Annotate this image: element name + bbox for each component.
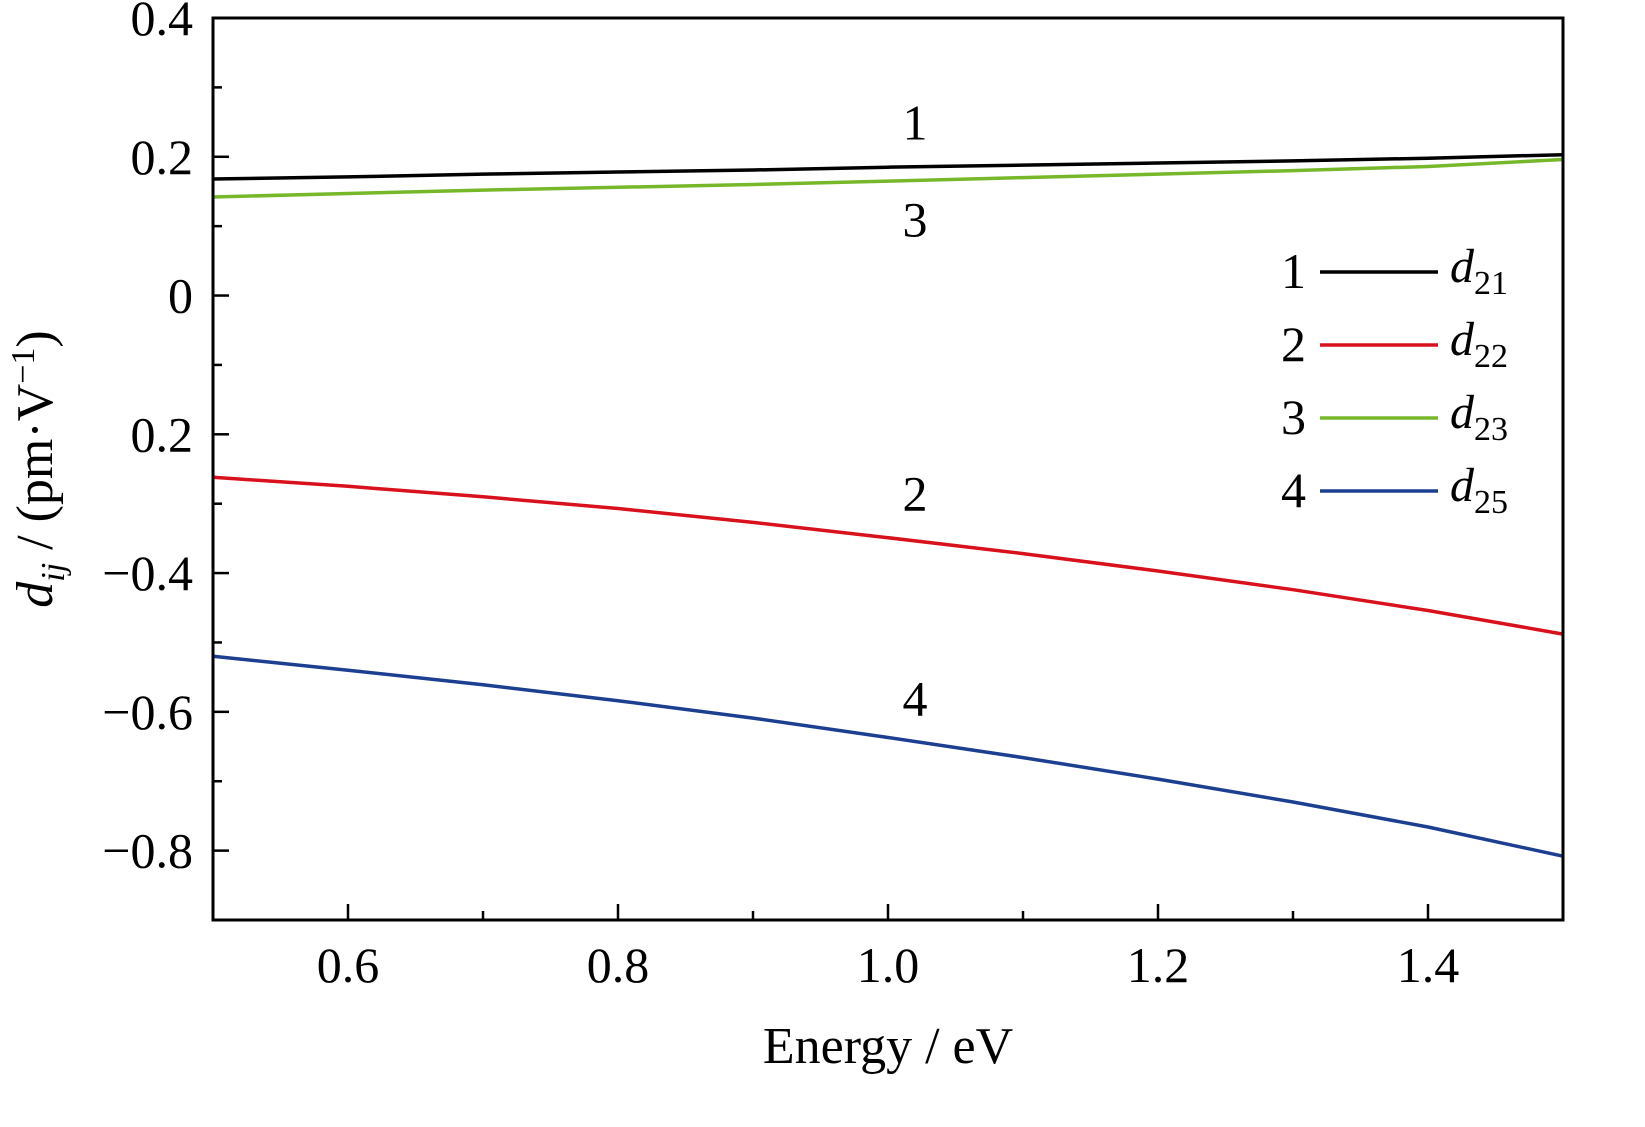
series-line-2 (212, 475, 1564, 636)
legend-subscript-2: 22 (1474, 338, 1508, 375)
x-tick-label: 0.6 (317, 937, 380, 993)
y-tick-label: −0.4 (102, 545, 193, 601)
y-tick-label: −0.6 (102, 684, 193, 740)
y-axis-title-unit-end: ) (7, 330, 64, 347)
legend-number-3: 3 (1281, 389, 1306, 445)
curve-label-4: 4 (903, 670, 928, 726)
legend-subscript-4: 25 (1474, 484, 1508, 521)
axis-tick-labels: 0.6 0.8 1.0 1.2 1.4 0.4 0.2 0 0.2 −0.4 −0.6 −0.8 (102, 0, 1459, 993)
legend-number-4: 4 (1281, 462, 1306, 518)
y-axis-title-var: d (7, 581, 64, 608)
axis-ticks (213, 86, 1430, 922)
y-tick-label: −0.8 (102, 823, 193, 879)
series-line-1 (212, 152, 1564, 181)
legend-subscript-1: 21 (1474, 265, 1508, 302)
y-tick-label: 0.4 (131, 0, 194, 46)
y-axis-title-sub: ij (35, 563, 72, 582)
x-tick-label: 1.2 (1127, 937, 1190, 993)
series-line-3 (212, 157, 1564, 199)
legend-name-1: d21 (1450, 240, 1508, 302)
plot-frame (211, 16, 1565, 922)
legend-number-1: 1 (1281, 243, 1306, 299)
legend-number-2: 2 (1281, 316, 1306, 372)
curve-label-1: 1 (903, 94, 928, 150)
y-axis-title-unit: / (pm·V (7, 384, 64, 563)
y-axis-title: dij / (pm·V−1) (5, 330, 72, 608)
y-tick-label: 0 (168, 268, 193, 324)
x-axis-title: Energy / eV (763, 1018, 1013, 1075)
legend-name-2: d22 (1450, 313, 1508, 375)
legend-subscript-3: 23 (1474, 411, 1508, 448)
legend: 1 d21 2 d22 3 d23 4 d25 (1281, 240, 1508, 521)
curves (212, 152, 1564, 858)
x-tick-label: 1.4 (1397, 937, 1460, 993)
curve-labels: 1 2 3 4 (903, 94, 928, 726)
x-tick-label: 0.8 (587, 937, 650, 993)
curve-label-3: 3 (903, 192, 928, 248)
legend-name-3: d23 (1450, 386, 1508, 448)
series-line-4 (212, 654, 1564, 858)
y-tick-label: 0.2 (131, 129, 194, 185)
curve-label-2: 2 (903, 466, 928, 522)
y-axis-title-unit-sup: −1 (5, 348, 42, 384)
legend-name-4: d25 (1450, 459, 1508, 521)
y-tick-label: 0.2 (131, 406, 194, 462)
x-tick-label: 1.0 (857, 937, 920, 993)
